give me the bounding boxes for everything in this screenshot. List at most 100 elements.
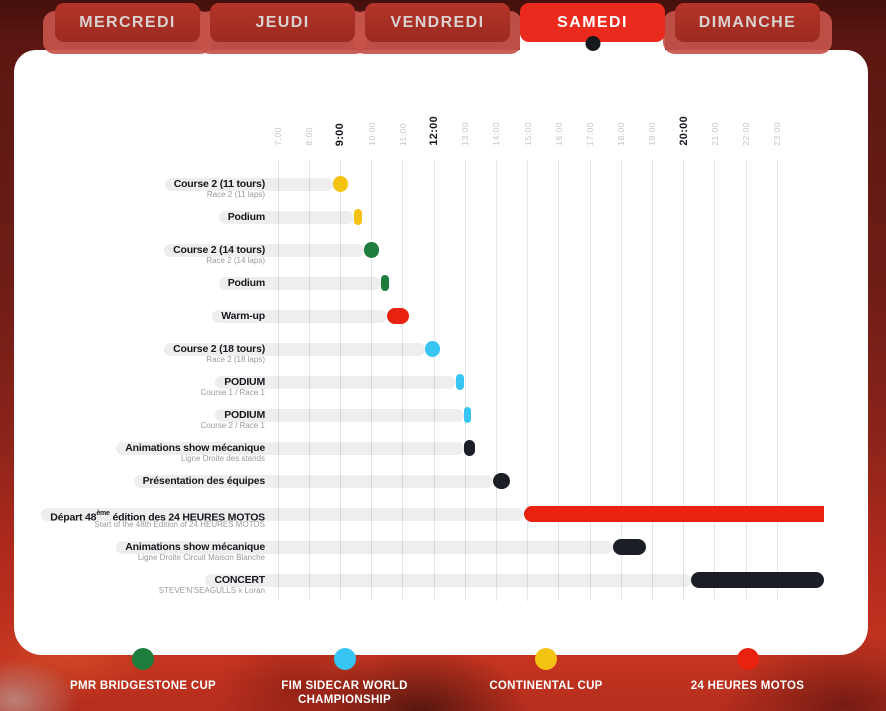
axis-tick-1300: 13:00 (460, 122, 471, 146)
gridline (745, 160, 747, 601)
legend-label: FIM SIDECAR WORLD CHAMPIONSHIP (281, 680, 408, 706)
tab-dimanche[interactable]: DIMANCHE (663, 3, 832, 54)
row-sublabel: Start of the 48th Edition of 24 HEURES M… (94, 519, 265, 529)
event-row: Animations show mécanique Ligne Droite de… (14, 432, 868, 465)
row-label: Course 2 (18 tours) (173, 343, 265, 355)
gridline (495, 160, 497, 601)
row-track (215, 376, 456, 389)
tab-label: JEUDI (255, 13, 310, 31)
legend-dot-motos (736, 648, 759, 670)
gridline (714, 160, 716, 601)
row-label: Présentation des équipes (142, 475, 266, 487)
event-row: Podium (14, 267, 868, 300)
tab-mercredi[interactable]: MERCREDI (43, 3, 212, 54)
event-marker-sidecar (424, 341, 441, 357)
row-label: Warm-up (221, 310, 265, 322)
gridline (339, 160, 341, 601)
gridline (589, 160, 591, 601)
axis-tick-1400: 14:00 (491, 122, 502, 146)
axis-tick-700: 7:00 (273, 127, 283, 146)
row-sublabel: Ligne Droite Circuit Maison Blanche (137, 552, 265, 562)
axis-tick-2100: 21:00 (709, 122, 720, 146)
gridline (402, 160, 404, 601)
active-tab-indicator-dot (585, 36, 600, 51)
event-row: PODIUM Course 2 / Race 1 (14, 399, 868, 432)
gridline (620, 160, 622, 601)
row-track (205, 574, 692, 587)
schedule-panel: 7:00 8:00 9:00 10:00 11:00 12:00 13:00 14:00 15:… (14, 50, 868, 655)
event-row: Podium (14, 201, 868, 234)
row-label: Podium (227, 211, 266, 223)
event-row: Warm-up (14, 300, 868, 333)
row-label: Départ 48ème édition des 24 HEURES MOTOS (50, 510, 265, 524)
event-marker-pmr (380, 275, 389, 291)
row-label: Animations show mécanique (125, 541, 265, 553)
axis-tick-1900: 19:00 (647, 122, 658, 146)
event-row: Présentation des équipes (14, 465, 868, 498)
gridline (308, 160, 310, 601)
event-row: Départ 48ème édition des 24 HEURES MOTOS… (14, 498, 868, 531)
row-track (41, 508, 525, 521)
axis-tick-2200: 22:00 (741, 122, 751, 146)
event-marker-motos (387, 308, 410, 324)
row-label: Course 2 (14 tours) (173, 244, 265, 256)
row-sublabel: Race 2 (18 laps) (206, 354, 265, 364)
legend-item-continental: CONTINENTAL CUP (436, 648, 656, 693)
row-track (134, 475, 494, 488)
tab-label: DIMANCHE (698, 13, 797, 31)
row-label: PODIUM (224, 409, 265, 421)
event-row: PODIUM Course 1 / Race 1 (14, 366, 868, 399)
axis-tick-900: 9:00 (334, 122, 347, 146)
axis-tick-1100: 11:00 (397, 122, 408, 146)
timeline-chart: 7:00 8:00 9:00 10:00 11:00 12:00 13:00 14:00 15:… (14, 50, 868, 655)
legend: PMR BRIDGESTONE CUP FIM SIDECAR WORLD CHA… (0, 648, 886, 711)
axis-tick-2000: 20:00 (677, 116, 690, 146)
event-marker-continental (354, 209, 363, 225)
row-track (219, 277, 381, 290)
gridline (371, 160, 373, 601)
row-track (116, 541, 614, 554)
gridline (277, 160, 279, 601)
axis-tick-1700: 17:00 (585, 122, 595, 146)
legend-dot-pmr (132, 648, 154, 670)
gridline (776, 160, 778, 601)
row-track (164, 244, 364, 257)
gridline (433, 160, 435, 601)
axis-tick-1200: 12:00 (428, 116, 440, 146)
row-sublabel: Course 1 / Race 1 (200, 387, 265, 397)
row-track (212, 310, 388, 323)
event-row: Course 2 (14 tours) Race 2 (14 laps) (14, 234, 868, 267)
event-marker-general (493, 473, 511, 489)
tab-label: VENDREDI (390, 13, 485, 31)
legend-label: 24 HEURES MOTOS (690, 680, 805, 692)
tab-label: MERCREDI (79, 13, 176, 31)
day-tabs-bar: MERCREDI JEUDI VENDREDI SAMEDI DIMANCHE (43, 3, 832, 54)
legend-item-sidecar: FIM SIDECAR WORLD CHAMPIONSHIP (235, 648, 455, 707)
tab-vendredi[interactable]: VENDREDI (353, 3, 522, 54)
row-sublabel: STEVE'N'SEAGULLS x Loran (158, 585, 265, 595)
gridline (527, 160, 529, 601)
event-row: Animations show mécanique Ligne Droite Ci… (14, 531, 868, 564)
event-marker-motos (524, 506, 824, 522)
axis-tick-1800: 18:00 (616, 122, 627, 146)
event-row: CONCERT STEVE'N'SEAGULLS x Loran (14, 564, 868, 597)
tab-jeudi[interactable]: JEUDI (198, 3, 367, 54)
row-label: CONCERT (214, 574, 265, 586)
event-marker-general (691, 572, 824, 588)
row-label: Podium (227, 277, 266, 289)
event-row: Course 2 (18 tours) Race 2 (18 laps) (14, 333, 868, 366)
row-sublabel: Ligne Droite des stands (180, 453, 265, 463)
row-sublabel: Race 2 (14 laps) (206, 255, 265, 265)
axis-tick-1000: 10:00 (366, 122, 377, 146)
row-track (165, 178, 333, 191)
event-row: Course 2 (11 tours) Race 2 (11 laps) (14, 168, 868, 201)
axis-tick-800: 8:00 (304, 127, 315, 146)
event-marker-general (463, 440, 475, 456)
row-track (164, 343, 425, 356)
row-track (219, 211, 355, 224)
legend-label: PMR BRIDGESTONE CUP (69, 680, 217, 692)
legend-dot-continental (535, 648, 557, 670)
tab-samedi[interactable]: SAMEDI (520, 3, 665, 52)
row-sublabel: Course 2 / Race 1 (200, 420, 265, 430)
row-track (215, 409, 464, 422)
